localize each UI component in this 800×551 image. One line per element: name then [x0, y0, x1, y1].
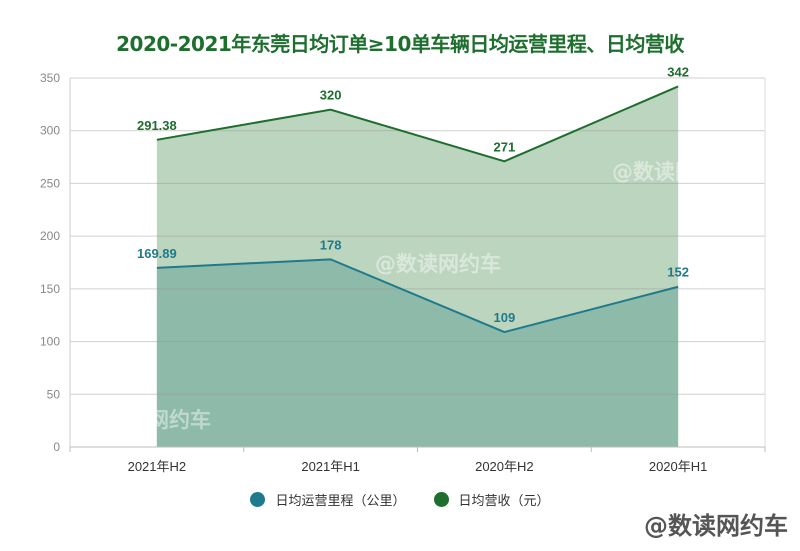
legend-marker-icon	[433, 492, 449, 507]
data-label: 169.89	[137, 246, 177, 261]
legend-label: 日均运营里程（公里）	[275, 494, 406, 509]
y-tick-label: 50	[47, 387, 61, 401]
legend-marker-icon	[250, 492, 266, 507]
x-tick-label: 2021年H2	[128, 459, 187, 474]
data-label: 291.38	[137, 118, 177, 133]
watermark: @数读网约车	[644, 512, 788, 540]
legend-item-revenue[interactable]: 日均营收（元）	[433, 490, 550, 509]
legend-item-mileage[interactable]: 日均运营里程（公里）	[250, 490, 406, 509]
data-label: 342	[667, 64, 689, 79]
data-label: 271	[494, 139, 516, 154]
y-tick-label: 200	[40, 229, 60, 243]
legend-label: 日均营收（元）	[458, 494, 550, 509]
watermark: @数读网约车	[375, 252, 501, 276]
y-tick-label: 350	[40, 71, 60, 85]
y-tick-label: 150	[40, 282, 60, 296]
data-label: 152	[667, 265, 689, 280]
y-tick-label: 300	[40, 124, 60, 138]
x-tick-label: 2021年H1	[301, 459, 360, 474]
y-tick-label: 0	[53, 440, 60, 454]
legend: 日均运营里程（公里） 日均营收（元）	[0, 490, 800, 509]
data-label: 178	[320, 237, 342, 252]
watermark: @数读网约车	[85, 408, 211, 432]
line-series-0	[156, 85, 679, 163]
watermark: @数读网约车	[612, 160, 738, 184]
line-series-1	[156, 258, 679, 334]
data-label: 109	[494, 310, 516, 325]
y-tick-label: 100	[40, 335, 60, 349]
x-tick-label: 2020年H1	[649, 459, 708, 474]
chart-title: 2020-2021年东莞日均订单≥10单车辆日均运营里程、日均营收	[116, 32, 684, 56]
area-series-1	[156, 259, 679, 447]
data-label: 320	[320, 88, 342, 103]
x-tick-label: 2020年H2	[475, 459, 534, 474]
y-tick-label: 250	[40, 176, 60, 190]
